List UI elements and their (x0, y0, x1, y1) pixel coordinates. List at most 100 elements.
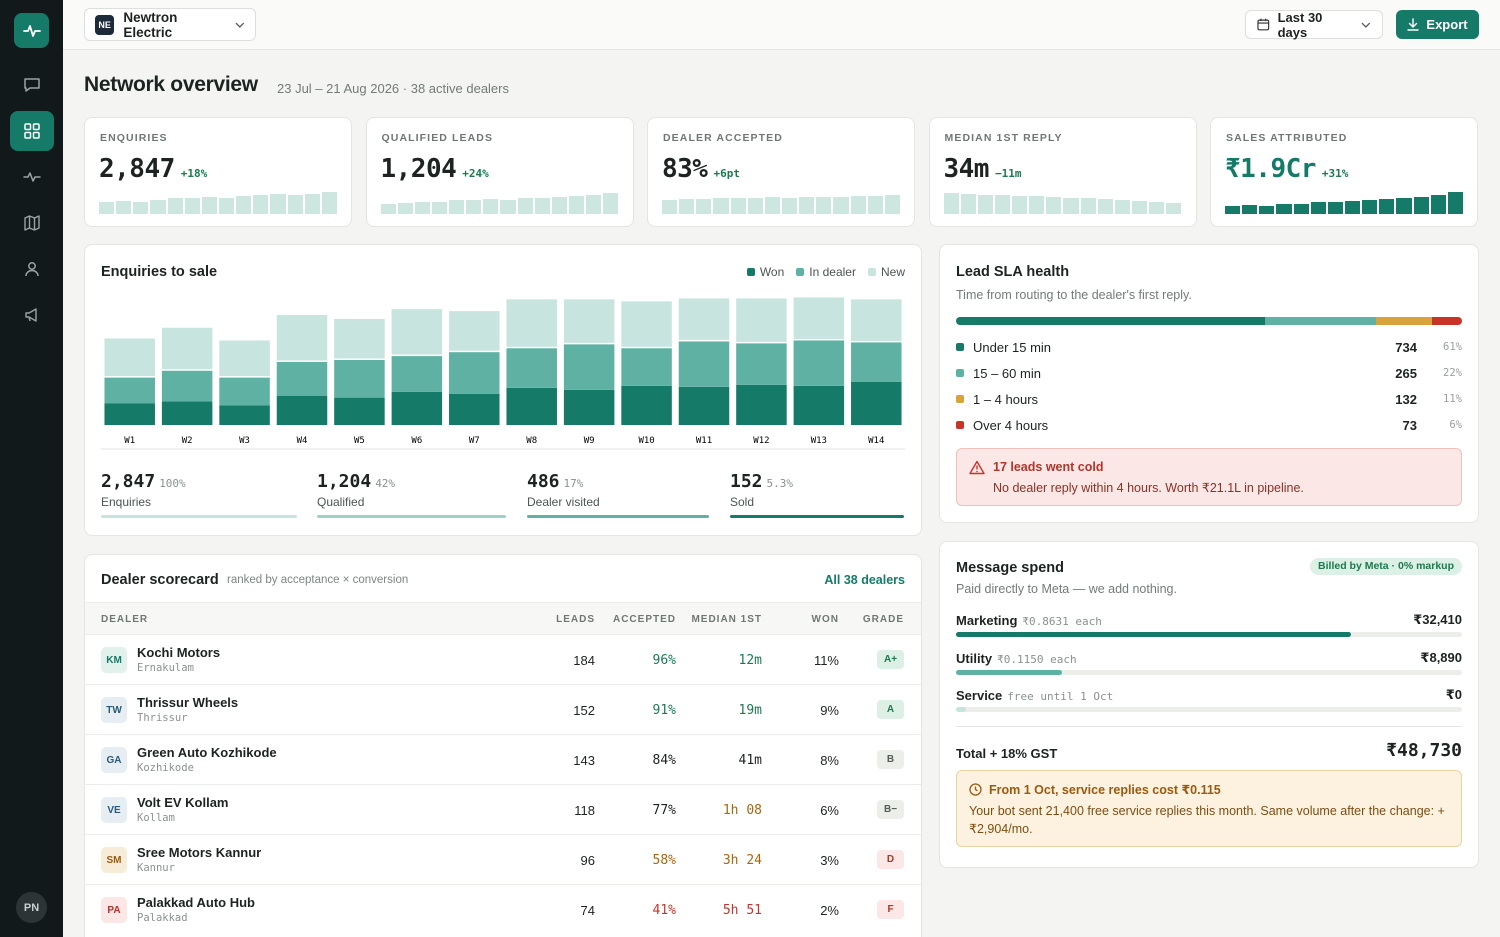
bar-in-dealer-w9[interactable] (563, 344, 615, 390)
sla-card: Lead SLA health Time from routing to the… (939, 244, 1479, 523)
bar-won-w6[interactable] (391, 391, 443, 425)
bar-won-w12[interactable] (736, 384, 787, 425)
bar-in-dealer-w10[interactable] (621, 348, 672, 386)
bar-new-w11[interactable] (678, 298, 730, 340)
bar-new-w2[interactable] (161, 327, 213, 370)
spend-rate: ₹0.8631 each (1022, 615, 1102, 628)
funnel-stage-qualified: 1,204 42% Qualified (317, 471, 395, 509)
dealer-name[interactable]: Sree Motors Kannur (137, 845, 262, 860)
bar-new-w1[interactable] (104, 338, 155, 377)
spend-fill (956, 632, 1351, 637)
spend-track (956, 707, 1462, 712)
export-button[interactable]: Export (1396, 10, 1479, 39)
bar-in-dealer-w4[interactable] (276, 361, 328, 396)
dealer-accepted: 96% (652, 653, 676, 668)
spend-track (956, 669, 1462, 675)
nav-messages[interactable] (10, 65, 54, 105)
th-grade[interactable]: GRADE (862, 614, 904, 625)
bar-won-w5[interactable] (334, 397, 385, 425)
dealer-initials: VE (101, 797, 127, 823)
bar-in-dealer-w13[interactable] (793, 340, 845, 386)
sla-swatch (956, 421, 964, 429)
bar-won-w10[interactable] (621, 385, 672, 425)
user-avatar[interactable]: PN (16, 892, 47, 923)
kpi-card-qualified-leads[interactable]: QUALIFIED LEADS 1,204 +24% (365, 117, 634, 227)
dealer-city: Ernakulam (137, 662, 194, 674)
nav-dashboard[interactable] (10, 111, 54, 151)
bar-won-w7[interactable] (449, 393, 500, 425)
dealer-initials: TW (101, 697, 127, 723)
bar-new-w7[interactable] (449, 311, 500, 351)
nav-campaigns[interactable] (10, 295, 54, 335)
kpi-delta: +6pt (713, 167, 740, 180)
bar-in-dealer-w6[interactable] (391, 356, 443, 392)
dealer-name[interactable]: Volt EV Kollam (137, 795, 229, 810)
dealer-name[interactable]: Kochi Motors (137, 645, 221, 660)
table-row[interactable]: VE Volt EV Kollam Kollam 118 77% 1h 08 6… (85, 784, 921, 834)
bar-new-w9[interactable] (563, 299, 615, 343)
bar-in-dealer-w12[interactable] (736, 343, 787, 385)
bar-new-w14[interactable] (851, 299, 902, 341)
kpi-card-dealer-accepted[interactable]: DEALER ACCEPTED 83% +6pt (647, 117, 915, 227)
nav-activity[interactable] (10, 157, 54, 197)
dealer-name[interactable]: Green Auto Kozhikode (137, 745, 277, 760)
th-won[interactable]: WON (811, 614, 839, 625)
kpi-sparkline (99, 188, 337, 214)
kpi-label: ENQUIRIES (100, 132, 168, 144)
sla-row: Under 15 min 734 61% (956, 337, 1462, 357)
org-switcher[interactable]: NE Newtron Electric (84, 8, 256, 41)
bar-won-w11[interactable] (678, 386, 730, 425)
bar-in-dealer-w5[interactable] (334, 360, 385, 398)
spend-rate: ₹0.1150 each (997, 652, 1077, 666)
dealer-leads: 184 (573, 653, 595, 668)
table-row[interactable]: KM Kochi Motors Ernakulam 184 96% 12m 11… (85, 634, 921, 684)
bar-won-w2[interactable] (161, 401, 213, 425)
kpi-card-enquiries[interactable]: ENQUIRIES 2,847 +18% (84, 117, 352, 227)
dealer-leads: 96 (580, 853, 595, 868)
bar-won-w8[interactable] (506, 387, 557, 425)
bar-new-w4[interactable] (276, 315, 328, 361)
kpi-card-median-first-reply[interactable]: MEDIAN 1ST REPLY 34m −11m (928, 117, 1197, 227)
date-range-select[interactable]: Last 30 days (1245, 10, 1383, 40)
bar-in-dealer-w1[interactable] (104, 377, 155, 404)
sparkline-bar (1242, 204, 1258, 214)
bar-in-dealer-w14[interactable] (851, 342, 902, 382)
bar-in-dealer-w2[interactable] (161, 370, 213, 402)
table-row[interactable]: PA Palakkad Auto Hub Palakkad 74 41% 5h … (85, 884, 921, 934)
bar-in-dealer-w7[interactable] (449, 352, 500, 394)
nav-users[interactable] (10, 249, 54, 289)
kpi-card-sales-attributed[interactable]: SALES ATTRIBUTED ₹1.9Cr +31% (1210, 117, 1478, 227)
dealer-name[interactable]: Palakkad Auto Hub (137, 895, 255, 910)
bar-new-w10[interactable] (621, 301, 672, 347)
app-logo[interactable] (14, 13, 49, 48)
th-dealer[interactable]: DEALER (101, 614, 149, 625)
bar-won-w14[interactable] (851, 381, 902, 425)
table-row[interactable]: SM Sree Motors Kannur Kannur 96 58% 3h 2… (85, 834, 921, 884)
bar-won-w9[interactable] (563, 389, 615, 425)
nav-map[interactable] (10, 203, 54, 243)
bar-won-w4[interactable] (276, 395, 328, 425)
bar-in-dealer-w8[interactable] (506, 348, 557, 388)
bar-new-w6[interactable] (391, 309, 443, 355)
page-title: Network overview (84, 73, 258, 96)
sparkline-bar (167, 198, 183, 214)
bar-new-w13[interactable] (793, 297, 845, 339)
bar-in-dealer-w3[interactable] (219, 377, 270, 406)
th-accepted[interactable]: ACCEPTED (612, 614, 676, 625)
bar-won-w3[interactable] (219, 405, 270, 425)
bar-new-w8[interactable] (506, 299, 557, 347)
table-row[interactable]: TW Thrissur Wheels Thrissur 152 91% 19m … (85, 684, 921, 734)
table-row[interactable]: GA Green Auto Kozhikode Kozhikode 143 84… (85, 734, 921, 784)
th-leads[interactable]: LEADS (556, 614, 595, 625)
chevron-down-icon (1361, 22, 1371, 28)
all-dealers-link[interactable]: All 38 dealers (824, 573, 905, 587)
bar-new-w5[interactable] (334, 318, 385, 359)
bar-new-w3[interactable] (219, 340, 270, 377)
bar-new-w12[interactable] (736, 298, 787, 342)
dealer-name[interactable]: Thrissur Wheels (137, 695, 239, 710)
bar-in-dealer-w11[interactable] (678, 341, 730, 387)
funnel-label: Sold (730, 495, 755, 509)
bar-won-w1[interactable] (104, 403, 155, 425)
th-median[interactable]: MEDIAN 1ST (691, 614, 762, 625)
bar-won-w13[interactable] (793, 385, 845, 425)
